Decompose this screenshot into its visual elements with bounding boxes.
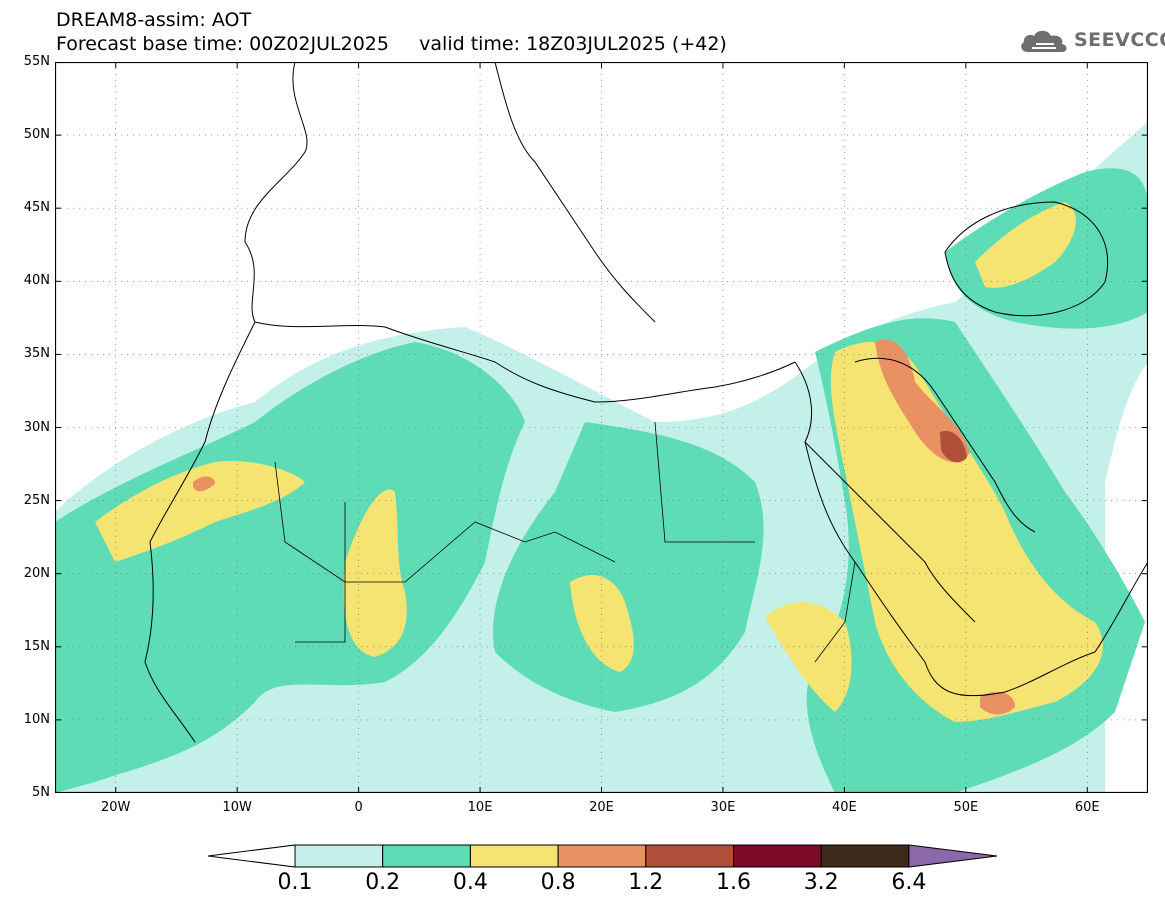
lat-tick-label: 10N [23,711,50,727]
colorbar-level-label: 0.2 [365,870,401,895]
lat-tick-label: 20N [23,565,50,581]
colorbar-under-arrow [207,844,296,868]
borders [274,421,856,663]
cloud-icon [1021,30,1067,52]
colorbar-level-label: 3.2 [803,870,839,895]
colorbar-level-label: 1.6 [716,870,751,895]
aot-band-0.4-mali [343,489,407,657]
colorbar-level-label: 0.4 [452,870,488,895]
lat-tick-label: 5N [32,785,50,800]
lon-tick-label: 20E [589,800,614,815]
lat-tick-label: 55N [23,54,50,69]
colorbar-box [645,844,734,868]
aot-field [55,122,1148,793]
lon-tick-label: 0 [354,800,363,815]
aot-band-0.4-sahara-w [95,461,305,562]
lon-tick-label: 50E [953,800,979,815]
colorbar-level-label: 0.8 [540,870,576,895]
aot-band-1.2-kuwait [940,431,967,463]
lon-tick-label: 30E [710,800,736,815]
colorbar-box [557,844,647,868]
lat-tick-label: 30N [23,419,50,435]
logo-text: SEEVCCC [1074,29,1165,51]
lon-tick-label: 20W [101,800,131,815]
forecast-time-line: Forecast base time: 00Z02JUL2025 valid t… [56,33,727,55]
coastlines [144,62,1148,743]
aot-band-0.8-somalia [980,691,1015,715]
colorbar-box [382,844,471,868]
seevccc-logo: SEEVCCC [1018,26,1165,54]
aot-band-0.2-central [493,422,764,712]
colorbar-over-arrow [908,844,997,868]
lon-tick-label: 60E [1074,800,1100,815]
axis-ticks [55,62,1148,793]
lat-tick-label: 15N [23,638,50,654]
map-title: DREAM8-assim: AOT [56,9,252,31]
aot-band-0.4-chad [570,574,634,672]
colorbar-level-label: 0.1 [277,870,313,895]
colorbar-level-label: 6.4 [891,870,927,895]
lat-tick-label: 40N [23,273,50,289]
lat-tick-label: 50N [23,127,50,143]
colorbar-box [733,844,822,868]
colorbar-box [294,844,384,868]
colorbar-box [469,844,559,868]
lon-tick-label: 10E [467,800,493,815]
lat-tick-label: 35N [23,346,50,362]
lon-tick-label: 10W [222,800,252,815]
gridlines [55,62,1148,793]
aot-band-0.4-arabia [830,342,1103,722]
aot-band-0.8-morocco [193,476,215,492]
aot-map [55,62,1148,793]
lon-tick-label: 40E [831,800,857,815]
lat-tick-label: 25N [23,492,50,508]
aot-band-0.4-sudan [765,602,852,712]
colorbar [207,844,997,868]
lat-tick-label: 45N [23,200,50,216]
colorbar-box [820,844,910,868]
colorbar-level-label: 1.2 [628,870,664,895]
aot-band-0.4-caspian [975,202,1076,288]
aot-band-0.2-west [55,342,525,793]
